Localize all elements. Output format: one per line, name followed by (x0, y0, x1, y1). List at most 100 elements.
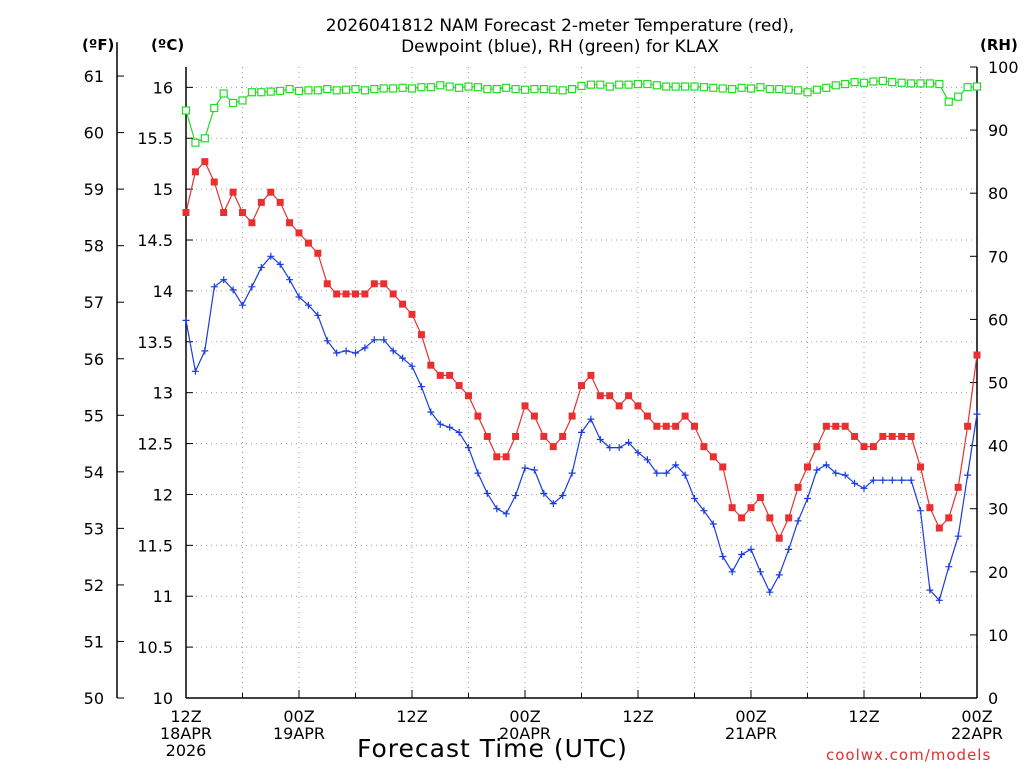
rh-point (200, 134, 209, 143)
rh-point (511, 84, 520, 94)
dewpoint-point (804, 495, 811, 502)
dewpoint-point (427, 408, 435, 416)
2-meter-temperature-point (869, 443, 877, 451)
dewpoint-point (380, 336, 388, 344)
rh-point (586, 80, 596, 89)
dewpoint-point (578, 428, 585, 436)
rh-point (558, 86, 567, 95)
rh-point (436, 81, 445, 90)
rh-point (417, 83, 426, 92)
dewpoint-point (417, 383, 425, 391)
fahrenheit-tick-label: 57 (84, 293, 104, 312)
2-meter-temperature-point (766, 514, 774, 522)
2-meter-temperature-point (672, 422, 680, 430)
celsius-tick-label: 10 (153, 689, 173, 708)
x-tick-label: 12Z (848, 707, 879, 726)
2-meter-temperature-point (286, 219, 294, 227)
dewpoint-point (662, 469, 670, 477)
2-meter-temperature-point (210, 178, 218, 186)
dewpoint-point (643, 456, 651, 464)
rh-point (473, 83, 483, 92)
dewpoint-point (493, 505, 501, 513)
rh-point (746, 84, 756, 93)
2-meter-temperature-point (201, 158, 209, 166)
celsius-tick-label: 12.5 (137, 435, 173, 454)
rh-point (530, 84, 539, 94)
rh-point (454, 83, 464, 92)
2-meter-temperature-point (474, 412, 482, 420)
rh-tick-label: 70 (988, 247, 1008, 266)
rh-point (793, 86, 803, 95)
dewpoint-point (323, 337, 331, 345)
fahrenheit-tick-label: 56 (84, 350, 104, 369)
x-tick-label: 00Z (283, 707, 314, 726)
rh-point (549, 85, 558, 94)
dewpoint-point (399, 354, 407, 362)
rh-tick-label: 40 (988, 437, 1008, 456)
2-meter-temperature-point (681, 412, 689, 420)
dewpoint-point (314, 311, 322, 319)
rh-point (822, 83, 831, 92)
2-meter-temperature-point (257, 198, 265, 206)
2-meter-temperature-point (898, 432, 906, 440)
2-meter-temperature-point (229, 188, 237, 196)
2-meter-temperature-point (512, 432, 520, 440)
dewpoint-point (389, 347, 397, 355)
fahrenheit-tick-label: 53 (84, 519, 104, 538)
2-meter-temperature-point (323, 280, 331, 288)
dewpoint-point (248, 283, 256, 291)
fahrenheit-tick-label: 52 (84, 576, 104, 595)
2-meter-temperature-point (361, 290, 369, 298)
rh-point (916, 79, 925, 88)
rh-point (963, 83, 972, 92)
2-meter-temperature-point (493, 453, 501, 461)
2-meter-temperature-point (267, 188, 275, 196)
x-tick-label: 12Z (396, 707, 427, 726)
rh-point (323, 84, 332, 94)
rh-point (266, 87, 275, 96)
dewpoint-point (549, 500, 557, 508)
rh-point (341, 85, 351, 94)
dewpoint-point (521, 464, 529, 472)
2-meter-temperature-point (756, 494, 764, 502)
celsius-tick-label: 12 (153, 485, 173, 504)
2-meter-temperature-point (399, 300, 407, 308)
2-meter-temperature-point (191, 168, 199, 176)
2-meter-temperature-point (662, 422, 670, 430)
fahrenheit-tick-label: 55 (84, 406, 104, 425)
2-meter-temperature-point (813, 443, 821, 451)
rh-point (294, 86, 304, 96)
rh-point (869, 77, 878, 86)
2-meter-temperature-point (888, 432, 896, 440)
dewpoint-point (917, 507, 924, 515)
2-meter-temperature-point (935, 524, 943, 532)
dewpoint-point (907, 476, 915, 484)
fahrenheit-tick-label: 59 (84, 180, 104, 199)
2-meter-temperature-point (587, 371, 595, 379)
2-meter-temperature-point (483, 432, 491, 440)
2-meter-temperature-point (775, 534, 783, 542)
fahrenheit-tick-label: 51 (84, 632, 104, 651)
dewpoint-point (766, 588, 774, 596)
2-meter-temperature-point (276, 198, 284, 206)
dewpoint-point (436, 420, 444, 428)
dewpoint-point (295, 293, 303, 301)
2-meter-temperature-point (615, 402, 623, 410)
celsius-tick-label: 13 (153, 384, 173, 403)
2-meter-temperature-point (521, 402, 529, 410)
fahrenheit-tick-label: 60 (84, 124, 104, 143)
dewpoint-point (851, 479, 859, 487)
rh-point (765, 84, 774, 94)
celsius-tick-label: 15.5 (137, 129, 173, 148)
dewpoint-point (653, 469, 661, 477)
rh-point (567, 84, 577, 94)
dewpoint-point (888, 476, 896, 484)
rh-tick-label: 0 (988, 689, 998, 708)
dewpoint-point (691, 495, 698, 502)
2-meter-temperature-point (738, 514, 746, 522)
dewpoint-point (191, 367, 199, 375)
rh-point (464, 82, 473, 91)
dewpoint-point (728, 568, 736, 576)
rh-point (699, 83, 709, 92)
